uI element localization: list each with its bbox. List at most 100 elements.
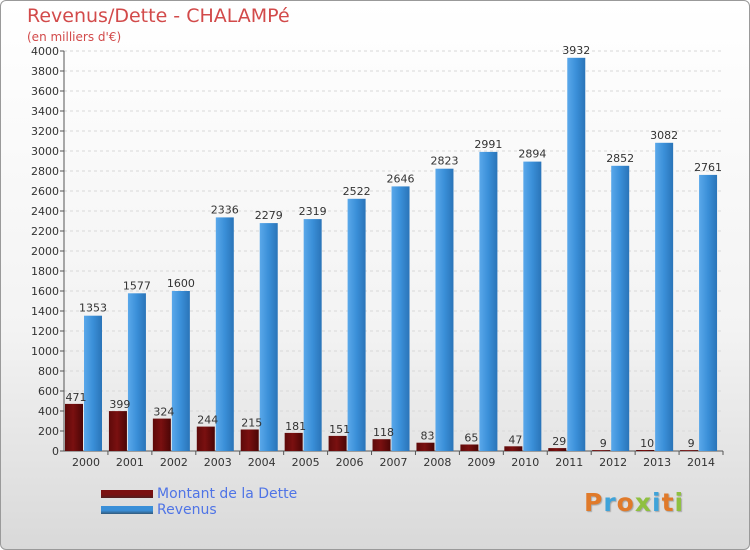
proxiti-logo: Proxiti (584, 488, 684, 517)
data-label-dette: 118 (373, 426, 394, 439)
data-label-dette: 244 (197, 414, 218, 427)
y-tick-label: 1400 (31, 305, 59, 318)
bar-dette (65, 403, 83, 451)
bar-dette (460, 444, 479, 451)
y-tick-label: 200 (38, 425, 59, 438)
x-tick-label: 2001 (116, 456, 144, 469)
data-label-dette: 151 (329, 423, 350, 436)
data-label-dette: 65 (464, 432, 478, 445)
data-label-dette: 471 (66, 391, 87, 404)
data-label-revenus: 2319 (299, 205, 327, 218)
data-label-revenus: 1577 (123, 279, 151, 292)
bar-revenus (84, 315, 102, 451)
y-tick-label: 2400 (31, 205, 59, 218)
chart-title: Revenus/Dette - CHALAMPé (27, 5, 290, 27)
bar-revenus (655, 142, 674, 452)
logo-letter: i (674, 488, 685, 517)
data-label-dette: 215 (241, 417, 262, 430)
data-label-revenus: 1353 (79, 302, 107, 315)
y-tick-label: 0 (52, 445, 59, 458)
logo-letter: x (634, 488, 652, 517)
data-label-dette: 324 (153, 406, 174, 419)
y-tick-label: 4000 (31, 45, 59, 58)
bar-revenus (303, 219, 322, 451)
data-label-revenus: 2761 (694, 161, 722, 174)
chart-subtitle: (en milliers d'€) (27, 30, 122, 44)
logo-letter: o (616, 488, 635, 517)
bar-dette (504, 446, 523, 451)
x-tick-label: 2013 (643, 456, 671, 469)
logo-letter: i (652, 488, 662, 517)
x-tick-label: 2012 (599, 456, 627, 469)
x-tick-label: 2008 (423, 456, 451, 469)
data-label-revenus: 2279 (255, 209, 283, 222)
y-tick-label: 1800 (31, 265, 59, 278)
data-label-dette: 47 (508, 433, 522, 446)
x-tick-label: 2010 (511, 456, 539, 469)
y-tick-label: 800 (38, 365, 59, 378)
data-label-revenus: 2823 (430, 155, 458, 168)
y-tick-label: 2600 (31, 185, 59, 198)
data-label-revenus: 2336 (211, 203, 239, 216)
bar-dette (284, 432, 303, 451)
bar-dette (416, 442, 435, 451)
legend-swatch-dette (101, 490, 153, 498)
bar-revenus (611, 165, 630, 452)
y-tick-label: 1000 (31, 345, 59, 358)
y-tick-label: 400 (38, 405, 59, 418)
bar-dette (372, 439, 391, 451)
x-tick-label: 2002 (160, 456, 188, 469)
y-tick-label: 3000 (31, 145, 59, 158)
y-tick-label: 1200 (31, 325, 59, 338)
y-tick-label: 2200 (31, 225, 59, 238)
logo-letter: r (603, 488, 617, 517)
y-tick-label: 600 (38, 385, 59, 398)
x-tick-label: 2007 (380, 456, 408, 469)
data-label-dette: 9 (688, 437, 695, 450)
bar-dette (328, 435, 347, 451)
data-label-revenus: 1600 (167, 277, 195, 290)
bar-dette (592, 450, 611, 451)
bar-revenus (435, 168, 454, 451)
bar-revenus (391, 186, 410, 451)
bar-revenus (523, 161, 542, 451)
y-tick-label: 1600 (31, 285, 59, 298)
data-label-revenus: 2894 (518, 148, 546, 161)
data-label-dette: 83 (420, 430, 434, 443)
legend-label-revenus: Revenus (157, 502, 217, 518)
x-tick-label: 2011 (555, 456, 583, 469)
logo-letter: P (584, 488, 604, 517)
x-tick-label: 2009 (467, 456, 495, 469)
bar-dette (152, 418, 171, 451)
data-label-dette: 10 (640, 437, 654, 450)
bar-revenus (567, 57, 586, 452)
bar-dette (108, 411, 127, 451)
legend-swatch-revenus (101, 506, 153, 514)
bar-revenus (259, 223, 278, 451)
bar-dette (636, 450, 655, 451)
bar-revenus (215, 217, 234, 451)
bar-revenus (127, 293, 146, 451)
bar-revenus (699, 174, 718, 451)
data-label-revenus: 2646 (387, 172, 415, 185)
data-label-revenus: 3932 (562, 44, 590, 57)
data-label-dette: 9 (600, 437, 607, 450)
data-label-revenus: 2522 (343, 185, 371, 198)
data-label-dette: 29 (552, 435, 566, 448)
bar-revenus (171, 291, 190, 451)
data-label-revenus: 2991 (474, 138, 502, 151)
bar-dette (548, 448, 567, 451)
x-tick-label: 2006 (336, 456, 364, 469)
x-tick-label: 2004 (248, 456, 276, 469)
x-tick-label: 2014 (687, 456, 715, 469)
x-tick-label: 2005 (292, 456, 320, 469)
y-tick-label: 3800 (31, 65, 59, 78)
x-tick-label: 2000 (72, 456, 100, 469)
bar-revenus (479, 151, 498, 451)
data-label-dette: 399 (109, 398, 130, 411)
bar-revenus (347, 198, 366, 451)
data-label-revenus: 3082 (650, 129, 678, 142)
bar-dette (196, 426, 215, 451)
y-tick-label: 3200 (31, 125, 59, 138)
